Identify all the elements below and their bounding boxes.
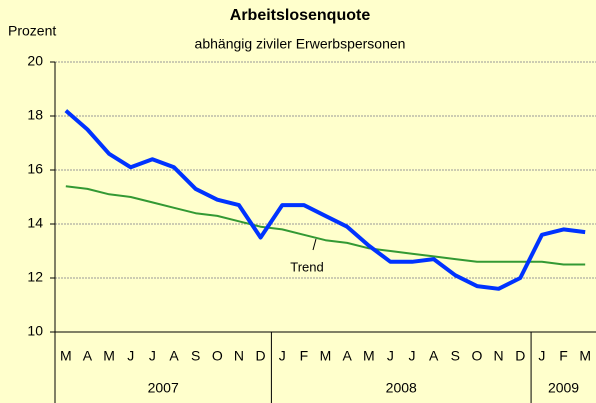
y-tick-label: 16 xyxy=(27,161,43,177)
chart-title: Arbeitslosenquote xyxy=(230,7,371,24)
y-tick-label: 18 xyxy=(27,107,43,123)
x-tick-label: D xyxy=(256,348,266,364)
x-tick-label: O xyxy=(472,348,483,364)
y-tick-label: 14 xyxy=(27,215,43,231)
x-tick-label: A xyxy=(429,348,439,364)
series-line xyxy=(64,109,586,291)
x-tick-label: J xyxy=(387,348,394,364)
x-group-label: 2008 xyxy=(386,380,417,396)
series-line xyxy=(65,185,586,266)
x-tick-label: J xyxy=(538,348,545,364)
y-tick-label: 12 xyxy=(27,269,43,285)
x-tick-label: S xyxy=(191,348,200,364)
x-tick-label: J xyxy=(279,348,286,364)
x-group-label: 2007 xyxy=(148,380,179,396)
x-tick-label: M xyxy=(60,348,72,364)
x-tick-label: S xyxy=(451,348,460,364)
chart-subtitle: abhängig ziviler Erwerbspersonen xyxy=(195,36,406,52)
y-tick-label: 20 xyxy=(27,53,43,69)
x-tick-label: A xyxy=(83,348,93,364)
x-tick-label: J xyxy=(127,348,134,364)
x-tick-label: M xyxy=(320,348,332,364)
x-tick-label: O xyxy=(212,348,223,364)
x-tick-label: M xyxy=(579,348,591,364)
x-tick-label: F xyxy=(300,348,309,364)
x-tick-label: N xyxy=(234,348,244,364)
y-axis-label: Prozent xyxy=(8,23,56,39)
annotation: Trend xyxy=(290,259,323,274)
x-tick-label: M xyxy=(103,348,115,364)
x-tick-label: A xyxy=(169,348,179,364)
y-tick-label: 10 xyxy=(27,323,43,339)
x-group-label: 2009 xyxy=(548,380,579,396)
x-tick-label: N xyxy=(494,348,504,364)
x-tick-label: A xyxy=(342,348,352,364)
x-tick-label: J xyxy=(149,348,156,364)
x-tick-label: M xyxy=(363,348,375,364)
x-tick-label: F xyxy=(559,348,568,364)
annotation-pointer xyxy=(312,238,317,251)
x-tick-label: J xyxy=(409,348,416,364)
x-tick-label: D xyxy=(515,348,525,364)
